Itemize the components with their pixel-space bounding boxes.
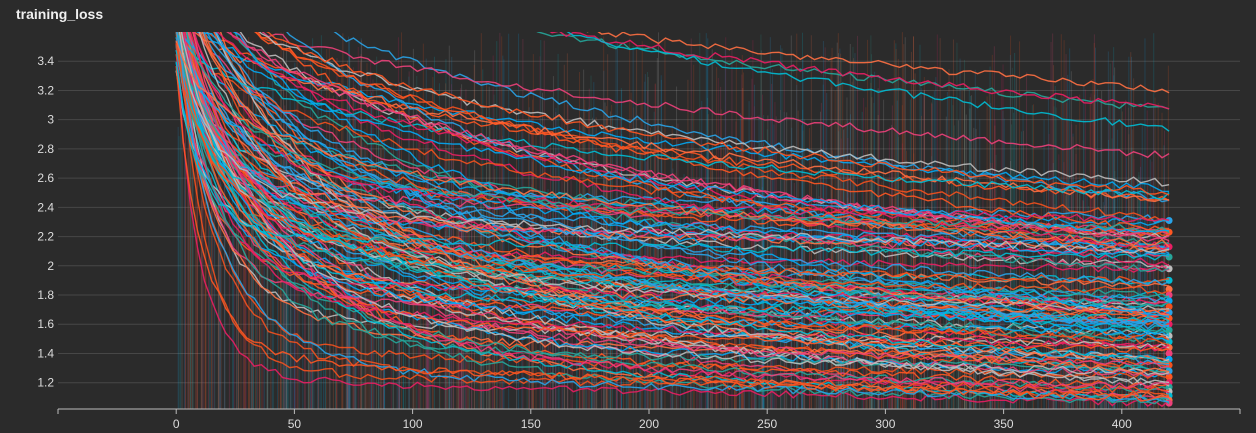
loss-series-line bbox=[175, 65, 1170, 402]
loss-series-line bbox=[175, 32, 1170, 285]
y-tick-label: 3 bbox=[47, 113, 54, 127]
y-tick-label: 2.4 bbox=[37, 200, 54, 214]
loss-series-line bbox=[333, 32, 1170, 203]
loss-series-line bbox=[179, 32, 1170, 327]
loss-series-line bbox=[175, 43, 1170, 363]
loss-series-line bbox=[175, 70, 1170, 387]
x-tick-label: 350 bbox=[994, 417, 1014, 431]
x-tick-label: 50 bbox=[288, 417, 302, 431]
series-end-point bbox=[1165, 217, 1173, 224]
loss-series-line bbox=[215, 32, 1170, 286]
loss-series-line bbox=[175, 32, 1170, 345]
loss-series-line bbox=[261, 32, 1170, 159]
tick-labels: 1.2 1.4 1.6 1.8 2 2.2 2.4 2.6 2.8 3 3.2 3.4 0 50 100 15… bbox=[37, 54, 1132, 431]
y-tick-label: 2 bbox=[47, 259, 54, 273]
loss-series-line bbox=[175, 33, 1170, 200]
y-tick-label: 2.6 bbox=[37, 171, 54, 185]
loss-series-line bbox=[255, 32, 1170, 231]
loss-series-line bbox=[213, 32, 1170, 237]
y-tick-label: 2.2 bbox=[37, 230, 54, 244]
loss-series-line bbox=[234, 32, 1170, 240]
loss-series-line bbox=[175, 44, 1170, 405]
loss-series-line bbox=[187, 32, 1170, 390]
x-tick-label: 150 bbox=[521, 417, 541, 431]
loss-series-line bbox=[192, 32, 1170, 389]
loss-series-line bbox=[175, 42, 1170, 295]
loss-series-line bbox=[184, 32, 1170, 353]
y-tick-label: 1.2 bbox=[37, 376, 54, 390]
loss-series-line bbox=[175, 37, 1170, 258]
x-tick-label: 100 bbox=[403, 417, 423, 431]
loss-series-line bbox=[181, 32, 1170, 307]
loss-series-line bbox=[586, 32, 1170, 94]
loss-series-line bbox=[258, 32, 1170, 187]
x-tick-label: 300 bbox=[875, 417, 895, 431]
loss-series-line bbox=[175, 40, 1170, 248]
loss-series-line bbox=[233, 32, 1170, 273]
loss-series-line bbox=[175, 43, 1170, 408]
x-tick-label: 400 bbox=[1112, 417, 1132, 431]
x-tick-label: 250 bbox=[757, 417, 777, 431]
loss-series-line bbox=[219, 32, 1170, 364]
series-end-point bbox=[1165, 373, 1173, 381]
loss-series-line bbox=[213, 32, 1170, 352]
loss-series-line bbox=[181, 32, 1170, 304]
loss-series-line bbox=[189, 32, 1170, 374]
loss-series-line bbox=[179, 32, 1170, 380]
loss-series-line bbox=[197, 32, 1170, 273]
loss-series-line bbox=[180, 32, 1170, 349]
y-tick-label: 1.6 bbox=[37, 317, 54, 331]
loss-series-line bbox=[559, 32, 1170, 132]
axes bbox=[57, 408, 1241, 414]
series-group bbox=[175, 32, 1173, 409]
loss-series-line bbox=[266, 32, 1170, 196]
loss-series-line bbox=[178, 32, 1170, 254]
loss-series-line bbox=[189, 32, 1170, 223]
loss-series-line bbox=[198, 32, 1170, 312]
loss-series-line bbox=[175, 44, 1170, 314]
loss-series-line bbox=[186, 32, 1170, 401]
y-tick-label: 1.4 bbox=[37, 346, 54, 360]
loss-series-line bbox=[226, 32, 1170, 242]
loss-series-line bbox=[203, 32, 1170, 234]
loss-series-line bbox=[199, 32, 1170, 316]
loss-series-line bbox=[176, 32, 1170, 326]
loss-series-line bbox=[182, 32, 1170, 289]
chart-title: training_loss bbox=[16, 6, 104, 22]
loss-series-line bbox=[549, 32, 1170, 110]
loss-series-line bbox=[178, 32, 1170, 373]
x-tick-label: 0 bbox=[173, 417, 180, 431]
x-tick-label: 200 bbox=[639, 417, 659, 431]
loss-series-line bbox=[201, 32, 1170, 375]
loss-series-line bbox=[175, 61, 1170, 261]
loss-series-line bbox=[257, 32, 1170, 254]
y-tick-label: 1.8 bbox=[37, 288, 54, 302]
y-tick-label: 3.2 bbox=[37, 83, 54, 97]
loss-series-line bbox=[182, 32, 1170, 258]
loss-series-line bbox=[204, 32, 1170, 346]
loss-series-line bbox=[176, 32, 1170, 394]
loss-series-line bbox=[188, 32, 1170, 378]
series-end-point bbox=[1165, 349, 1173, 357]
y-tick-label: 3.4 bbox=[37, 54, 54, 68]
loss-series-line bbox=[232, 32, 1170, 319]
loss-series-line bbox=[175, 43, 1170, 369]
loss-series-line bbox=[176, 32, 1170, 322]
loss-series-line bbox=[180, 32, 1170, 376]
y-tick-label: 2.8 bbox=[37, 142, 54, 156]
